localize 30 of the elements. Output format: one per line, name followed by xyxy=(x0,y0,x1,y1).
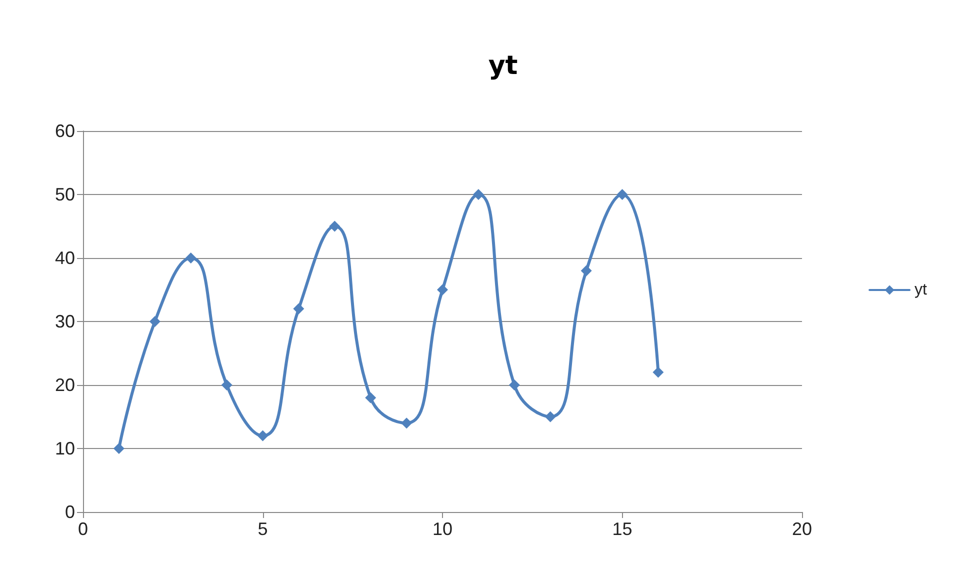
point xyxy=(437,284,448,296)
chart-title: yt xyxy=(488,51,518,81)
point xyxy=(616,189,628,200)
legend-label: yt xyxy=(914,282,928,298)
point xyxy=(472,189,484,200)
point xyxy=(365,392,376,404)
x-tick-label: 5 xyxy=(258,519,268,539)
y-tick-label: 30 xyxy=(54,312,75,332)
point xyxy=(257,430,268,442)
x-tick-label: 15 xyxy=(612,519,632,539)
point xyxy=(113,443,124,454)
point xyxy=(580,265,592,276)
y-tick-label: 50 xyxy=(54,184,75,204)
y-tick-label: 40 xyxy=(54,248,75,268)
point xyxy=(508,380,520,390)
y-tick-label: 10 xyxy=(54,438,75,458)
point xyxy=(221,380,232,390)
point xyxy=(149,316,160,327)
y-tick-label: 20 xyxy=(54,375,75,395)
point xyxy=(652,366,664,378)
x-tick-label: 20 xyxy=(792,519,812,539)
y-tick-label: 0 xyxy=(64,502,75,522)
point xyxy=(401,418,412,429)
point xyxy=(185,252,196,264)
point xyxy=(544,411,556,422)
x-tick-label: 0 xyxy=(78,519,88,539)
y-tick-label: 60 xyxy=(54,121,75,141)
point xyxy=(293,303,304,314)
x-tick-label: 10 xyxy=(432,519,453,539)
point xyxy=(329,220,340,232)
